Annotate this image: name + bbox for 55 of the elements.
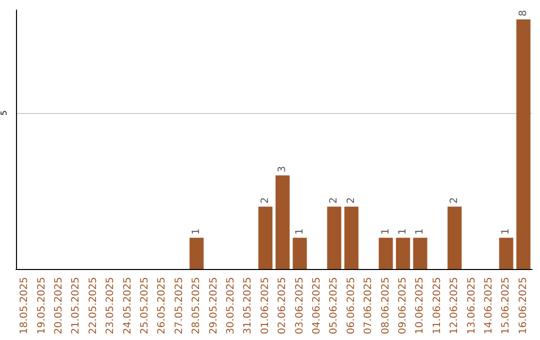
x-tick-label: 06.06.2025 <box>346 277 357 334</box>
data-label: 2 <box>260 197 271 204</box>
bar <box>378 238 393 269</box>
x-tick-label: 13.06.2025 <box>466 277 478 334</box>
x-tick-label: 26.05.2025 <box>156 277 168 334</box>
x-tick-label: 24.05.2025 <box>122 277 134 334</box>
x-tick-label: 19.05.2025 <box>36 277 48 334</box>
x-tick-label: 12.06.2025 <box>449 277 460 334</box>
bar <box>448 206 462 269</box>
bar <box>276 175 290 269</box>
x-tick-label: 20.05.2025 <box>54 277 64 334</box>
x-tick-label: 03.06.2025 <box>294 277 306 334</box>
data-label: 1 <box>294 228 306 235</box>
x-tick-label: 08.06.2025 <box>380 277 392 334</box>
x-tick-label: 23.05.2025 <box>105 277 116 334</box>
x-tick-label: 18.05.2025 <box>19 277 30 334</box>
x-tick-label: 09.06.2025 <box>398 277 408 334</box>
bar <box>292 238 307 269</box>
data-label: 1 <box>398 228 408 235</box>
data-label: 2 <box>449 197 460 204</box>
x-tick-label: 21.05.2025 <box>70 277 82 334</box>
data-label: 1 <box>414 228 426 235</box>
x-tick-label: 07.06.2025 <box>363 277 374 334</box>
data-label: 1 <box>191 228 202 235</box>
bar <box>396 238 410 269</box>
bar <box>516 19 530 269</box>
x-tick-label: 27.05.2025 <box>174 277 185 334</box>
x-tick-label: 31.05.2025 <box>242 277 254 334</box>
data-label: 3 <box>277 166 288 172</box>
bar <box>499 238 514 269</box>
bar <box>258 206 272 269</box>
x-tick-label: 11.06.2025 <box>432 277 443 334</box>
y-tick-label: 5 <box>0 110 8 116</box>
x-tick-label: 25.05.2025 <box>140 277 150 334</box>
data-label: 2 <box>328 197 340 204</box>
bar <box>190 238 204 269</box>
x-tick-label: 15.06.2025 <box>500 277 512 334</box>
x-tick-label: 28.05.2025 <box>191 277 202 334</box>
data-label: 8 <box>518 10 529 16</box>
data-label: 2 <box>346 197 357 204</box>
x-tick-label: 02.06.2025 <box>277 277 288 334</box>
x-tick-label: 29.05.2025 <box>208 277 220 334</box>
data-label: 1 <box>500 228 512 235</box>
data-label: 1 <box>380 228 392 235</box>
x-tick-label: 30.05.2025 <box>226 277 236 334</box>
x-tick-label: 10.06.2025 <box>414 277 426 334</box>
x-tick-label: 14.06.2025 <box>484 277 494 334</box>
x-tick-label: 22.05.2025 <box>88 277 99 334</box>
bar <box>413 238 428 269</box>
x-tick-label: 01.06.2025 <box>260 277 271 334</box>
x-tick-label: 04.06.2025 <box>312 277 322 334</box>
bar <box>344 206 358 269</box>
x-tick-label: 05.06.2025 <box>328 277 340 334</box>
bar <box>327 206 342 269</box>
x-tick-label: 16.06.2025 <box>518 277 529 334</box>
